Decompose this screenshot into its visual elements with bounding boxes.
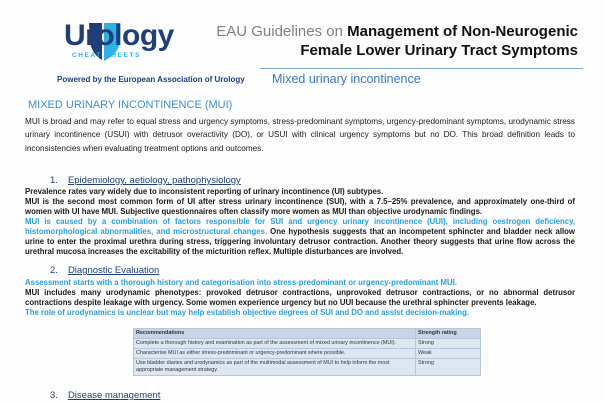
- page-subtitle: Mixed urinary incontinence: [272, 72, 421, 86]
- table-row: Characterise MUI as either stress-predom…: [133, 348, 481, 359]
- section-title: Epidemiology, aetiology, pathophysiology: [67, 175, 241, 186]
- title-line1: Management of Non-Neurogenic: [347, 23, 578, 40]
- paragraph: The role of urodynamics is unclear but m…: [25, 308, 470, 317]
- column-header: Recommendations: [133, 328, 416, 339]
- column-header: Strength rating: [415, 328, 481, 339]
- urology-shield-logo-icon: [89, 23, 120, 61]
- recommendation-text: Characterise MUI as either stress-predom…: [133, 348, 416, 359]
- recommendation-text: Complete a thorough history and examinat…: [133, 338, 416, 349]
- paragraph: Prevalence rates vary widely due to inco…: [25, 187, 384, 196]
- strength-rating: Strong: [415, 358, 481, 376]
- paragraph: Assessment starts with a thorough histor…: [25, 278, 457, 287]
- intro-paragraph: MUI is broad and may refer to equal stre…: [25, 117, 575, 153]
- title-line2: Female Lower Urinary Tract Symptoms: [300, 42, 578, 59]
- title-divider: [260, 68, 583, 69]
- section-number: 1.: [50, 175, 58, 186]
- title-prefix: EAU Guidelines on: [216, 23, 348, 40]
- table-header-row: Recommendations Strength rating: [133, 328, 481, 339]
- document-title: EAU Guidelines on Management of Non-Neur…: [216, 22, 578, 60]
- section-2-heading: 2. Diagnostic Evaluation: [50, 265, 159, 276]
- section-number: 2.: [50, 265, 58, 276]
- section-1-heading: 1. Epidemiology, aetiology, pathophysiolo…: [50, 175, 241, 186]
- strength-rating: Strong: [415, 338, 481, 349]
- recommendations-table: Recommendations Strength rating Complete …: [133, 328, 481, 376]
- logo-text: Urology: [64, 19, 174, 52]
- paragraph: MUI is caused by a combination of factor…: [25, 217, 575, 257]
- recommendation-text: Use bladder diaries and urodynamics as p…: [133, 358, 416, 376]
- section-title: Diagnostic Evaluation: [67, 265, 160, 276]
- section-3-heading: 3. Disease management: [50, 390, 160, 401]
- intro-heading: MIXED URINARY INCONTINENCE (MUI): [28, 99, 233, 111]
- paragraph: MUI is the second most common form of UI…: [25, 197, 575, 216]
- table-row: Complete a thorough history and examinat…: [133, 338, 481, 349]
- section-1-body: Prevalence rates vary widely due to inco…: [25, 187, 575, 257]
- powered-by: Powered by the European Association of U…: [57, 75, 245, 84]
- section-number: 3.: [50, 390, 58, 401]
- paragraph-text: One hypothesis suggests that an incompet…: [25, 227, 575, 256]
- highlighted-text: MUI is caused by a combination of factor…: [25, 217, 575, 236]
- section-2-body: Assessment starts with a thorough histor…: [25, 278, 575, 318]
- logo-subtext: CHEAT SHEETS: [72, 52, 141, 59]
- section-title: Disease management: [67, 390, 161, 401]
- paragraph: MUI includes many urodynamic phenotypes:…: [25, 288, 575, 307]
- strength-rating: Weak: [415, 348, 481, 359]
- table-row: Use bladder diaries and urodynamics as p…: [133, 358, 481, 376]
